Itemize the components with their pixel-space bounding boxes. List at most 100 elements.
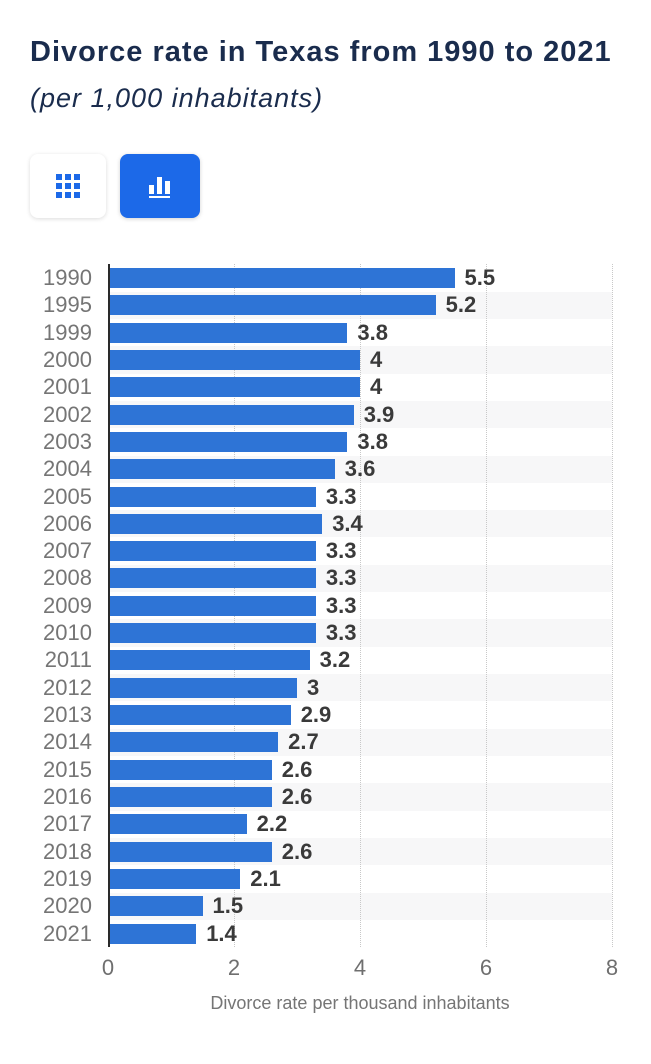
bar[interactable] xyxy=(108,923,197,944)
chart-subtitle: (per 1,000 inhabitants) xyxy=(30,83,324,114)
year-label: 1990 xyxy=(43,265,92,290)
bar-track: 2.9 xyxy=(108,701,612,728)
value-label: 3.8 xyxy=(357,428,388,454)
bar[interactable] xyxy=(108,786,272,807)
bar[interactable] xyxy=(108,295,436,316)
bar[interactable] xyxy=(108,486,316,507)
value-label: 2.9 xyxy=(300,702,332,727)
chart-row: 2005 3.3 xyxy=(30,483,612,510)
chart-row: 1995 5.2 xyxy=(30,291,612,319)
value-label: 2.6 xyxy=(281,838,313,864)
year-label: 2001 xyxy=(43,374,92,400)
year-label: 2014 xyxy=(43,729,92,755)
value-label: 2.7 xyxy=(288,729,319,755)
year-label: 2013 xyxy=(43,702,92,727)
bar-track: 5.5 xyxy=(108,264,612,291)
year-label: 2004 xyxy=(43,456,92,482)
gridline xyxy=(360,264,361,948)
value-label: 3.9 xyxy=(363,401,395,427)
value-label: 2.1 xyxy=(250,865,281,891)
chart-area: 1990 5.5 1995 5.2 1999 3.8 2000 4 2001 4 2002 3.9 20… xyxy=(0,264,651,1014)
chart-header: Divorce rate in Texas from 1990 to 2021 … xyxy=(0,0,651,114)
year-label: 2009 xyxy=(43,592,92,618)
chart-row: 2006 3.4 xyxy=(30,510,612,538)
x-tick-label: 0 xyxy=(101,955,115,981)
bar[interactable] xyxy=(108,513,323,534)
value-label: 3 xyxy=(307,674,320,700)
bar[interactable] xyxy=(108,896,203,917)
year-label: 1999 xyxy=(43,319,92,345)
year-label: 2019 xyxy=(43,865,92,891)
bar-track: 3.3 xyxy=(108,483,612,510)
bar[interactable] xyxy=(108,268,455,288)
bar[interactable] xyxy=(108,814,247,835)
chart-row: 2019 2.1 xyxy=(30,865,612,892)
bar[interactable] xyxy=(108,349,360,370)
year-label: 2005 xyxy=(43,483,92,509)
chart-row: 1990 5.5 xyxy=(30,264,612,291)
year-label: 1995 xyxy=(43,292,92,318)
x-tick-label: 4 xyxy=(353,955,367,981)
table-icon xyxy=(56,174,80,199)
year-label: 2020 xyxy=(43,893,92,919)
year-label: 2017 xyxy=(43,811,92,837)
chart-row: 2015 2.6 xyxy=(30,756,612,783)
year-label: 2007 xyxy=(43,538,92,564)
value-label: 4 xyxy=(370,346,383,372)
chart-row: 2013 2.9 xyxy=(30,701,612,728)
bar[interactable] xyxy=(108,623,316,644)
bar[interactable] xyxy=(108,322,348,343)
bar[interactable] xyxy=(108,541,316,562)
chart-row: 2011 3.2 xyxy=(30,647,612,674)
chart-row: 2001 4 xyxy=(30,374,612,401)
bar[interactable] xyxy=(108,568,316,589)
bar[interactable] xyxy=(108,705,291,725)
chart-title: Divorce rate in Texas from 1990 to 2021 xyxy=(30,36,612,68)
table-view-button[interactable] xyxy=(30,154,106,219)
chart-row: 1999 3.8 xyxy=(30,319,612,346)
year-label: 2016 xyxy=(43,783,92,809)
bar-track: 4 xyxy=(108,374,612,401)
bar-track: 2.6 xyxy=(108,756,612,783)
bar[interactable] xyxy=(108,377,360,398)
bar[interactable] xyxy=(108,404,354,425)
year-label: 2015 xyxy=(43,756,92,782)
value-label: 3.3 xyxy=(325,565,357,591)
year-label: 2008 xyxy=(43,565,92,591)
bar[interactable] xyxy=(108,431,348,452)
view-toggle-toolbar xyxy=(30,154,651,219)
bar[interactable] xyxy=(108,677,297,698)
value-label: 3.3 xyxy=(325,592,357,618)
chart-row: 2004 3.6 xyxy=(30,455,612,483)
year-label: 2021 xyxy=(43,920,92,946)
gridline xyxy=(612,264,613,948)
bar[interactable] xyxy=(108,595,316,616)
bar[interactable] xyxy=(108,841,272,862)
value-label: 1.5 xyxy=(212,893,244,919)
bar-track: 1.4 xyxy=(108,920,612,947)
value-label: 3.3 xyxy=(325,538,357,564)
bar-chart: 1990 5.5 1995 5.2 1999 3.8 2000 4 2001 4 2002 3.9 20… xyxy=(30,264,613,948)
value-label: 2.6 xyxy=(281,756,313,782)
year-label: 2000 xyxy=(43,346,92,372)
bar[interactable] xyxy=(108,868,241,889)
bar[interactable] xyxy=(108,732,279,753)
value-label: 5.5 xyxy=(464,265,496,290)
chart-row: 2021 1.4 xyxy=(30,920,612,947)
year-label: 2002 xyxy=(43,401,92,427)
bar-chart-view-button[interactable] xyxy=(120,154,200,219)
year-label: 2011 xyxy=(44,647,92,673)
x-tick-label: 6 xyxy=(479,955,493,981)
bar[interactable] xyxy=(108,650,310,671)
bar-track: 2.2 xyxy=(108,811,612,838)
bar[interactable] xyxy=(108,459,335,480)
x-tick-label: 2 xyxy=(227,955,241,981)
value-label: 3.8 xyxy=(357,319,388,345)
bar-track: 3.2 xyxy=(108,647,612,674)
value-label: 3.4 xyxy=(332,510,363,536)
value-label: 3.2 xyxy=(319,647,351,673)
bar-chart-icon xyxy=(149,177,170,199)
year-label: 2018 xyxy=(43,838,92,864)
bar[interactable] xyxy=(108,759,272,780)
year-label: 2010 xyxy=(43,620,92,646)
